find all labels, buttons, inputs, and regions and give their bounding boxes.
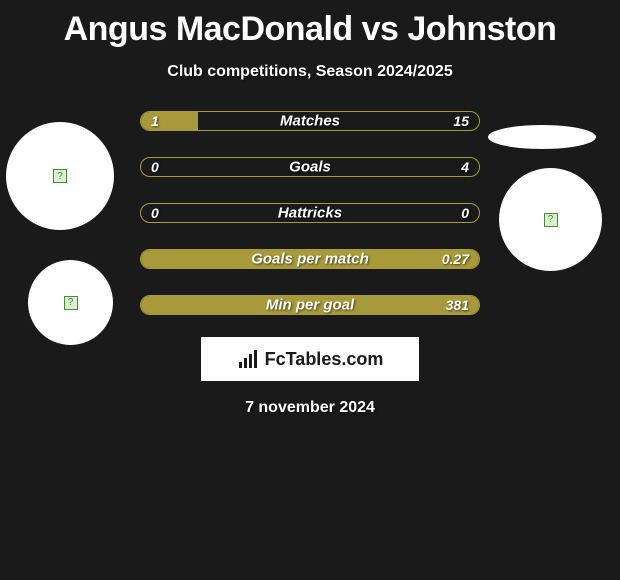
image-placeholder-icon: ? xyxy=(53,169,67,183)
stat-value-right: 4 xyxy=(461,159,469,175)
stat-row-goals-per-match: Goals per match 0.27 xyxy=(140,249,480,269)
avatar-circle-right: ? xyxy=(499,168,602,271)
stat-label: Goals per match xyxy=(141,251,479,268)
avatar-circle-left-bottom: ? xyxy=(28,260,113,345)
stat-row-goals: 0 Goals 4 xyxy=(140,157,480,177)
stat-label: Matches xyxy=(141,113,479,130)
stat-value-right: 15 xyxy=(453,113,469,129)
stat-row-hattricks: 0 Hattricks 0 xyxy=(140,203,480,223)
brand-chart-icon xyxy=(237,348,259,370)
avatar-ellipse-right-top xyxy=(488,125,596,149)
stat-value-right: 0.27 xyxy=(442,251,469,267)
stat-label: Hattricks xyxy=(141,205,479,222)
stat-label: Goals xyxy=(141,159,479,176)
page-title: Angus MacDonald vs Johnston xyxy=(0,0,620,49)
image-placeholder-icon: ? xyxy=(544,213,558,227)
image-placeholder-icon: ? xyxy=(64,296,78,310)
brand-text: FcTables.com xyxy=(265,349,384,370)
footer-date: 7 november 2024 xyxy=(0,399,620,417)
stat-label: Min per goal xyxy=(141,297,479,314)
stat-value-right: 381 xyxy=(446,297,469,313)
stat-row-matches: 1 Matches 15 xyxy=(140,111,480,131)
brand-box: FcTables.com xyxy=(201,337,419,381)
avatar-circle-left-top: ? xyxy=(6,122,114,230)
page-subtitle: Club competitions, Season 2024/2025 xyxy=(0,63,620,81)
stat-value-right: 0 xyxy=(461,205,469,221)
stat-row-min-per-goal: Min per goal 381 xyxy=(140,295,480,315)
